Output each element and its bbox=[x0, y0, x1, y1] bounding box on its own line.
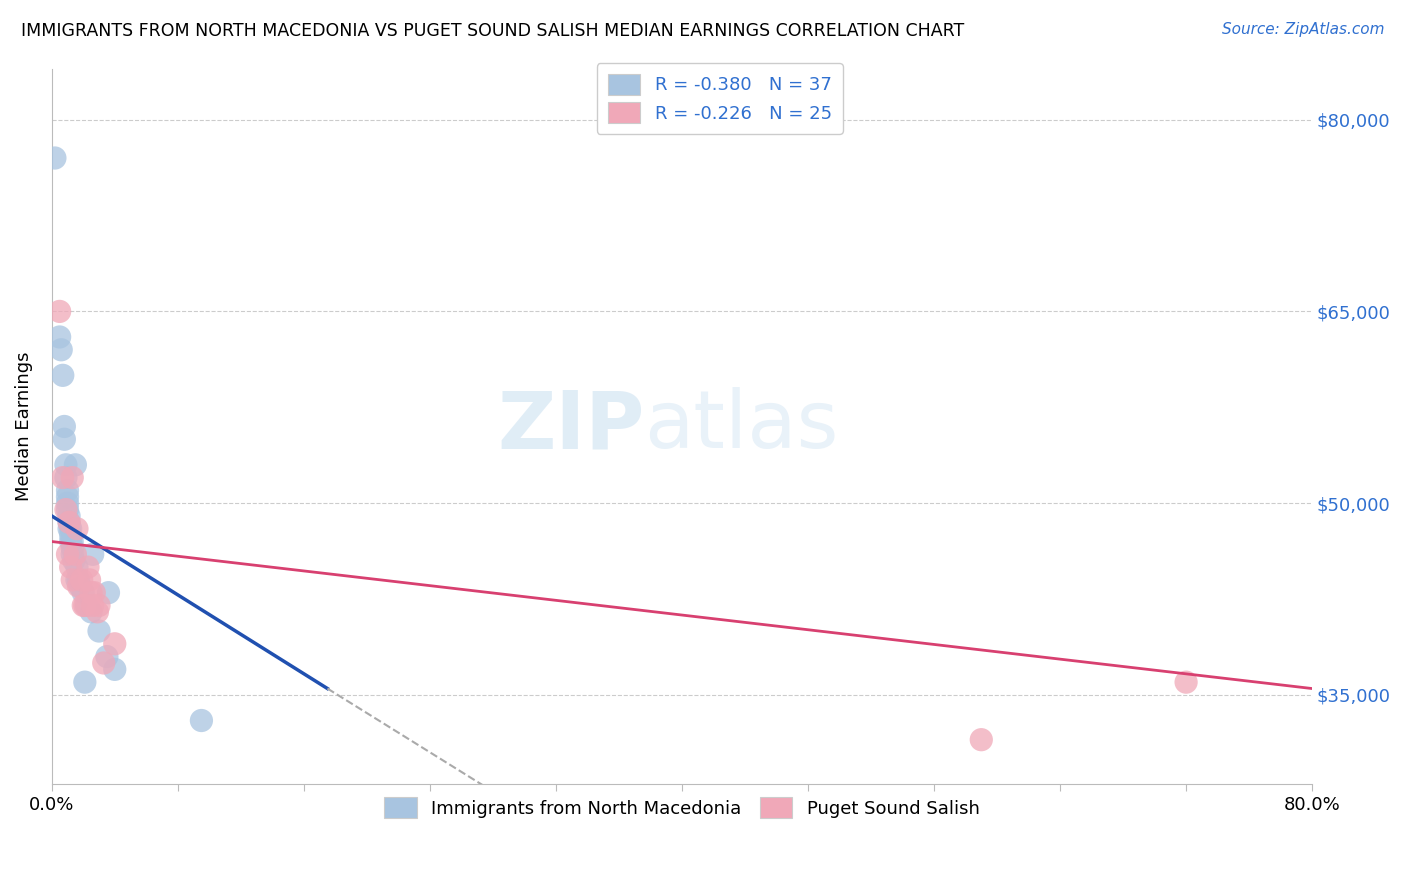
Point bbox=[60, 470, 83, 484]
Point bbox=[73, 675, 96, 690]
Point bbox=[75, 599, 97, 613]
Point bbox=[59, 534, 82, 549]
Point bbox=[66, 573, 89, 587]
Point bbox=[48, 330, 70, 344]
Point bbox=[56, 490, 79, 504]
Point bbox=[86, 605, 108, 619]
Point bbox=[53, 432, 76, 446]
Point bbox=[80, 585, 103, 599]
Point bbox=[55, 502, 77, 516]
Point bbox=[44, 151, 66, 165]
Point bbox=[66, 560, 89, 574]
Point bbox=[82, 599, 104, 613]
Point bbox=[59, 522, 82, 536]
Point bbox=[80, 605, 103, 619]
Y-axis label: Median Earnings: Median Earnings bbox=[15, 351, 32, 501]
Point bbox=[1175, 675, 1198, 690]
Point bbox=[59, 528, 82, 542]
Point bbox=[87, 599, 110, 613]
Point bbox=[970, 732, 993, 747]
Point bbox=[56, 547, 79, 561]
Point bbox=[55, 470, 77, 484]
Point bbox=[60, 541, 83, 555]
Point bbox=[77, 560, 100, 574]
Point bbox=[56, 483, 79, 498]
Point bbox=[73, 599, 96, 613]
Point bbox=[65, 547, 87, 561]
Point bbox=[56, 502, 79, 516]
Point bbox=[53, 419, 76, 434]
Point bbox=[52, 470, 75, 484]
Point bbox=[93, 656, 115, 670]
Point bbox=[52, 368, 75, 383]
Point bbox=[48, 304, 70, 318]
Point bbox=[79, 573, 101, 587]
Point bbox=[59, 560, 82, 574]
Point bbox=[83, 585, 105, 599]
Text: ZIP: ZIP bbox=[496, 387, 644, 466]
Legend: Immigrants from North Macedonia, Puget Sound Salish: Immigrants from North Macedonia, Puget S… bbox=[377, 790, 987, 825]
Point bbox=[190, 714, 212, 728]
Point bbox=[97, 585, 120, 599]
Point bbox=[87, 624, 110, 638]
Point bbox=[104, 637, 127, 651]
Point bbox=[104, 662, 127, 676]
Point bbox=[60, 547, 83, 561]
Text: Source: ZipAtlas.com: Source: ZipAtlas.com bbox=[1222, 22, 1385, 37]
Point bbox=[67, 579, 90, 593]
Point bbox=[70, 573, 93, 587]
Point bbox=[66, 522, 89, 536]
Point bbox=[72, 585, 94, 599]
Point bbox=[72, 599, 94, 613]
Point bbox=[60, 534, 83, 549]
Point bbox=[82, 547, 104, 561]
Text: IMMIGRANTS FROM NORTH MACEDONIA VS PUGET SOUND SALISH MEDIAN EARNINGS CORRELATIO: IMMIGRANTS FROM NORTH MACEDONIA VS PUGET… bbox=[21, 22, 965, 40]
Text: atlas: atlas bbox=[644, 387, 838, 466]
Point bbox=[60, 573, 83, 587]
Point bbox=[65, 458, 87, 472]
Point bbox=[58, 516, 80, 530]
Point bbox=[51, 343, 73, 357]
Point bbox=[69, 579, 91, 593]
Point bbox=[62, 554, 84, 568]
Point bbox=[67, 573, 90, 587]
Point bbox=[58, 516, 80, 530]
Point bbox=[58, 508, 80, 523]
Point bbox=[96, 649, 118, 664]
Point bbox=[55, 458, 77, 472]
Point bbox=[56, 496, 79, 510]
Point bbox=[58, 522, 80, 536]
